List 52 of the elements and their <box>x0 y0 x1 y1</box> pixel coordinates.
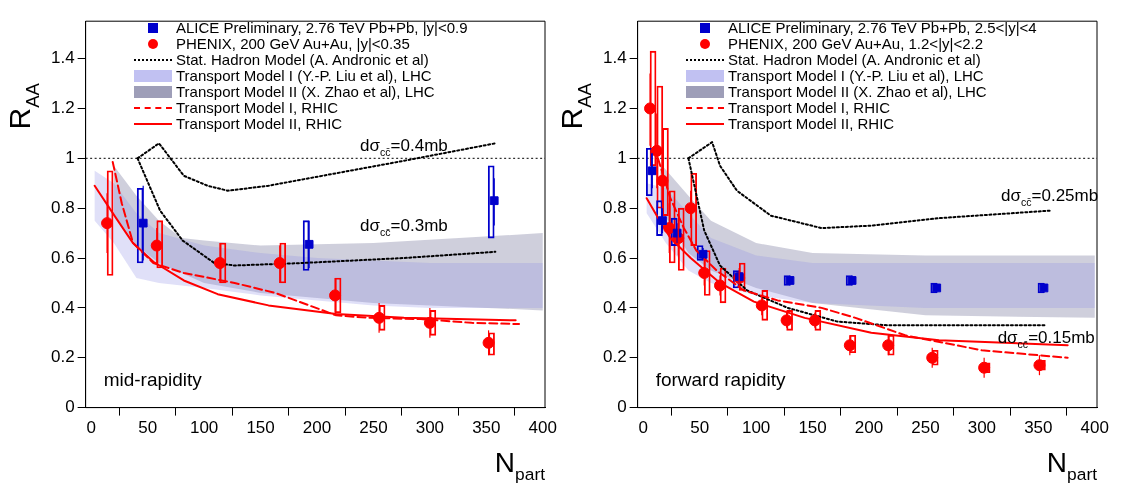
x-tick-label: 250 <box>359 418 388 438</box>
x-tick-label: 50 <box>690 418 710 438</box>
y-tick-label: 1.4 <box>50 48 75 68</box>
x-tick-label: 200 <box>854 418 884 438</box>
legend-label: Transport Model II (X. Zhao et al), LHC <box>728 83 987 100</box>
legend-label: Transport Model II, RHIC <box>728 115 895 132</box>
y-tick-label: 0 <box>65 397 75 417</box>
x-tick-label: 50 <box>138 418 158 438</box>
legend-label: PHENIX, 200 GeV Au+Au, 1.2<|y|<2.2 <box>728 35 984 52</box>
x-tick-label: 350 <box>1024 418 1053 438</box>
y-tick-label: 0.2 <box>602 347 627 367</box>
legend-label: Transport Model II (X. Zhao et al), LHC <box>176 83 435 100</box>
y-tick-label: 0.4 <box>50 297 75 317</box>
x-tick-label: 0 <box>638 418 649 438</box>
x-tick-label: 300 <box>967 418 997 438</box>
y-tick-label: 0.4 <box>602 297 627 317</box>
y-tick-label: 0.2 <box>50 347 75 367</box>
y-tick-label: 0.8 <box>50 197 75 217</box>
x-tick-label: 250 <box>911 418 940 438</box>
y-tick-label: 0.6 <box>602 247 627 267</box>
annotation: mid-rapidity <box>103 368 203 390</box>
x-tick-label: 150 <box>246 418 275 438</box>
legend-label: Transport Model II, RHIC <box>176 115 343 132</box>
x-tick-label: 350 <box>472 418 501 438</box>
x-tick-label: 400 <box>528 418 557 438</box>
legend-label: Stat. Hadron Model (A. Andronic et al) <box>728 51 981 68</box>
y-tick-label: 0.6 <box>50 247 75 267</box>
legend-label: Stat. Hadron Model (A. Andronic et al) <box>176 51 429 68</box>
y-tick-label: 1 <box>65 148 75 167</box>
x-tick-label: 200 <box>302 418 332 438</box>
y-tick-label: 0 <box>617 397 627 417</box>
y-tick-label: 1.2 <box>602 98 627 118</box>
legend-label: ALICE Preliminary, 2.76 TeV Pb+Pb, 2.5<|y|<4 <box>728 19 1037 36</box>
y-tick-label: 1.2 <box>50 98 75 118</box>
legend-label: Transport Model I (Y.-P. Liu et al), LHC <box>728 67 984 84</box>
y-axis-title: RAA <box>555 82 595 130</box>
y-axis-title: RAA <box>3 82 43 130</box>
legend-label: Transport Model I, RHIC <box>728 99 890 116</box>
legend-label: Transport Model I (Y.-P. Liu et al), LHC <box>176 67 432 84</box>
legend-label: ALICE Preliminary, 2.76 TeV Pb+Pb, |y|<0.9 <box>176 19 468 36</box>
annotation: forward rapidity <box>655 368 787 390</box>
x-tick-label: 300 <box>415 418 445 438</box>
x-tick-label: 400 <box>1080 418 1109 438</box>
legend-label: Transport Model I, RHIC <box>176 99 338 116</box>
x-tick-label: 0 <box>86 418 97 438</box>
y-tick-label: 1 <box>617 148 627 167</box>
legend-label: PHENIX, 200 GeV Au+Au, |y|<0.35 <box>176 35 410 52</box>
y-tick-label: 1.4 <box>602 48 627 68</box>
x-tick-label: 100 <box>189 418 219 438</box>
x-tick-label: 100 <box>741 418 771 438</box>
y-tick-label: 0.8 <box>602 197 627 217</box>
x-tick-label: 150 <box>798 418 827 438</box>
